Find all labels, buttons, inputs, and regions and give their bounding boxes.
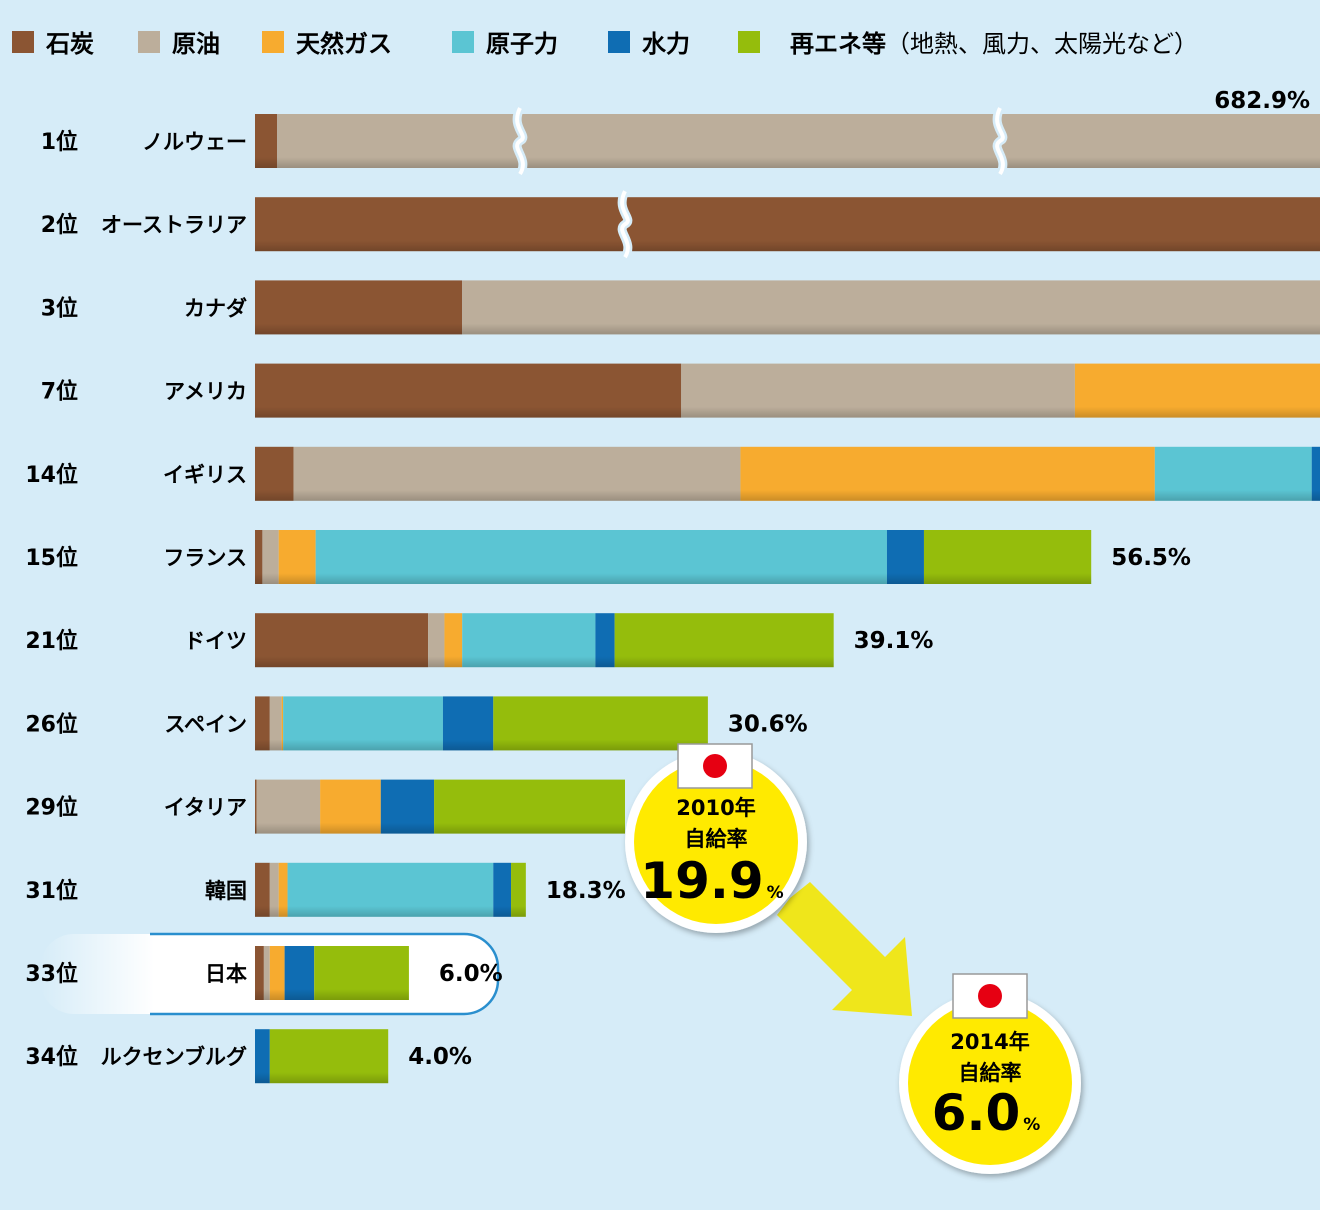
- rank-label: 33位: [25, 961, 78, 987]
- rank-label: 1位: [41, 129, 78, 155]
- rank-label: 2位: [41, 212, 78, 238]
- axis-break-line: [620, 190, 630, 259]
- row-10: 33位 日本 6.0%: [25, 946, 503, 1000]
- callout-2014-value: 6.0%: [932, 1084, 1041, 1142]
- bar-shade: [255, 696, 708, 751]
- callout-2010-number: 19.9: [640, 852, 763, 910]
- country-label: オーストラリア: [101, 213, 247, 237]
- country-label: スペイン: [164, 712, 247, 736]
- row-6: 21位 ドイツ 39.1%: [25, 613, 934, 668]
- value-label: 39.1%: [854, 628, 934, 654]
- axis-break-line: [515, 107, 525, 176]
- bar-shade: [255, 530, 1092, 584]
- row-11: 34位 ルクセンブルグ 4.0%: [25, 1029, 472, 1084]
- callout-2010-percent: %: [767, 883, 784, 903]
- row-8: 29位イタリア25.0%: [25, 779, 725, 834]
- legend-label-4: 水力: [642, 30, 690, 58]
- legend-swatch-5: [738, 31, 760, 53]
- rank-label: 14位: [25, 462, 78, 488]
- bar-shade: [255, 779, 625, 834]
- bar-shade: [255, 946, 409, 1000]
- row-2: 3位カナダ167.9%: [41, 280, 1320, 335]
- legend-label-1: 原油: [172, 30, 220, 58]
- rank-label: 3位: [41, 295, 78, 321]
- callout-2014-year: 2014年: [950, 1030, 1029, 1054]
- rank-label: 29位: [25, 795, 78, 821]
- row-9: 31位 韓国 18.3%: [25, 862, 626, 917]
- row-1: 2位オーストラリア292.0%: [41, 189, 1320, 260]
- rank-label: 31位: [25, 878, 78, 904]
- legend-swatch-3: [452, 31, 474, 53]
- legend-label-5: 再エネ等（地熱、風力、太陽光など）: [790, 30, 1198, 58]
- bar-shade: [255, 613, 834, 668]
- bar-shade: [255, 114, 1320, 168]
- country-label: フランス: [163, 546, 247, 570]
- country-label: カナダ: [184, 296, 247, 320]
- axis-break-line: [995, 107, 1005, 176]
- rank-label: 7位: [41, 379, 78, 405]
- change-arrow: [777, 882, 912, 1016]
- country-label: アメリカ: [164, 380, 247, 404]
- rank-label: 15位: [25, 545, 78, 571]
- callout-2010-label: 自給率: [685, 827, 748, 851]
- bar-shade: [255, 363, 1320, 418]
- value-label: 6.0%: [439, 961, 503, 987]
- legend-label-3: 原子力: [486, 30, 558, 58]
- country-label: イギリス: [163, 463, 247, 487]
- legend-note: （地熱、風力、太陽光など）: [886, 30, 1198, 58]
- flag-2010-icon: [677, 743, 753, 789]
- callout-2010-value: 19.9%: [640, 852, 783, 910]
- legend-label-2: 天然ガス: [296, 30, 392, 58]
- legend-swatch-1: [138, 31, 160, 53]
- country-label: ドイツ: [184, 629, 247, 653]
- country-label: 日本: [205, 962, 247, 986]
- rank-label: 34位: [25, 1044, 78, 1070]
- legend-swatch-0: [12, 31, 34, 53]
- legend-label-0: 石炭: [45, 30, 94, 58]
- flag-2014-icon: [952, 973, 1028, 1019]
- row-3: 7位アメリカ90.8%: [41, 363, 1320, 418]
- bar-shade: [255, 1029, 389, 1084]
- callout-2014-percent: %: [1023, 1115, 1040, 1135]
- value-label: 18.3%: [546, 878, 626, 904]
- value-label: 30.6%: [728, 711, 808, 737]
- callout-2014-label: 自給率: [959, 1061, 1022, 1085]
- bar-shade: [255, 280, 1320, 335]
- legend: 石炭 原油 天然ガス 原子力 水力 再エネ等（地熱、風力、太陽光など）: [12, 30, 1198, 58]
- row-5: 15位 フランス 56.5%: [25, 530, 1191, 584]
- country-label: 韓国: [205, 879, 247, 903]
- callout-2014: [899, 992, 1081, 1174]
- callout-2010: [625, 751, 807, 933]
- country-label: ノルウェー: [142, 130, 247, 154]
- country-label: ルクセンブルグ: [101, 1045, 247, 1069]
- rank-label: 21位: [25, 628, 78, 654]
- callout-2014-number: 6.0: [932, 1084, 1021, 1142]
- callout-2010-year: 2010年: [676, 796, 755, 820]
- country-label: イタリア: [164, 796, 247, 820]
- row-4: 14位イギリス60.3%: [25, 446, 1320, 501]
- value-label: 682.9%: [1214, 88, 1310, 114]
- bar-shade: [255, 446, 1320, 501]
- value-label: 56.5%: [1111, 545, 1191, 571]
- rank-label: 26位: [25, 711, 78, 737]
- row-7: 26位 スペイン 30.6%: [25, 696, 808, 751]
- legend-swatch-4: [608, 31, 630, 53]
- legend-swatch-2: [262, 31, 284, 53]
- bar-shade: [255, 862, 526, 917]
- value-label: 4.0%: [408, 1044, 472, 1070]
- bar-shade: [255, 197, 1320, 252]
- row-0: 1位 ノルウェー 682.9%: [41, 88, 1320, 177]
- bar-rows: 1位ノルウェー682.9%2位オーストラリア292.0%3位カナダ167.9%7…: [25, 88, 1320, 1084]
